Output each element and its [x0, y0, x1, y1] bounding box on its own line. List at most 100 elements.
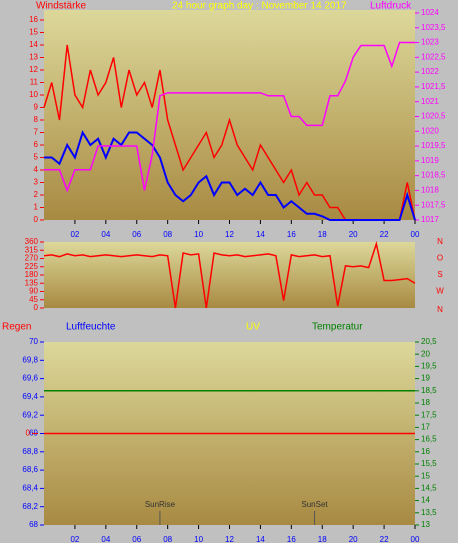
x-tick-label: 14	[256, 535, 265, 543]
y2-tick-label: 17	[421, 423, 430, 432]
y2-tick-label: 1021,5	[421, 82, 446, 91]
y-tick-label: 69,2	[22, 410, 38, 419]
x-tick-label: 00	[411, 535, 420, 543]
y-tick-label: 69,4	[22, 392, 38, 401]
y-tick-label: 68,4	[22, 484, 38, 493]
y-tick-label: 225	[25, 262, 39, 271]
x-tick-label: 14	[256, 230, 265, 239]
y2-tick-label: 1021	[421, 97, 439, 106]
x-tick-label: 22	[380, 230, 389, 239]
y2-tick-label: 1024	[421, 8, 439, 17]
y-tick-label: 68,8	[22, 447, 38, 456]
y-tick-label: 8	[34, 115, 39, 124]
wind-label: Windstärke	[36, 1, 86, 12]
y-tick-label: 14	[29, 40, 38, 49]
uv-label: UV	[246, 322, 260, 333]
y-tick-label: 360	[25, 237, 39, 246]
compass-label: W	[436, 287, 444, 296]
y2-tick-label: 1019,5	[421, 141, 446, 150]
y-tick-label: 68,2	[22, 502, 38, 511]
y-tick-label: 68	[29, 520, 38, 529]
y-tick-label: 9	[34, 103, 39, 112]
y2-tick-label: 20,5	[421, 337, 437, 346]
y2-tick-label: 1020,5	[421, 112, 446, 121]
y2-tick-label: 1023	[421, 38, 439, 47]
y-tick-label: 0	[34, 303, 39, 312]
y-tick-label: 180	[25, 270, 39, 279]
y-tick-label: 135	[25, 278, 39, 287]
compass-label: O	[437, 254, 443, 263]
y2-tick-label: 1022	[421, 67, 439, 76]
y2-tick-label: 18	[421, 398, 430, 407]
y3-tick-label: 0	[26, 429, 31, 438]
x-tick-label: 02	[70, 230, 79, 239]
y-tick-label: 68,6	[22, 465, 38, 474]
panel-direction	[44, 242, 415, 308]
x-tick-label: 04	[101, 535, 110, 543]
y-tick-label: 12	[29, 65, 38, 74]
panel-wind	[44, 10, 415, 220]
y2-tick-label: 1017,5	[421, 200, 446, 209]
x-tick-label: 12	[225, 230, 234, 239]
y-tick-label: 270	[25, 254, 39, 263]
y2-tick-label: 1022,5	[421, 52, 446, 61]
y2-tick-label: 19	[421, 374, 430, 383]
series-line	[44, 130, 416, 221]
y2-tick-label: 17,5	[421, 410, 437, 419]
y-tick-label: 11	[30, 78, 39, 87]
rain-label: Regen	[2, 322, 31, 333]
y2-tick-label: 1020	[421, 126, 439, 135]
y2-tick-label: 1018	[421, 186, 439, 195]
x-tick-label: 18	[318, 535, 327, 543]
y2-tick-label: 15	[421, 471, 430, 480]
x-tick-label: 22	[380, 535, 389, 543]
y-tick-label: 45	[29, 295, 38, 304]
y2-tick-label: 20	[421, 349, 430, 358]
y2-tick-label: 13,5	[421, 508, 437, 517]
y-tick-label: 69,6	[22, 374, 38, 383]
y2-tick-label: 1019	[421, 156, 439, 165]
x-tick-label: 06	[132, 535, 141, 543]
x-tick-label: 04	[101, 230, 110, 239]
chart-title: 24 hour graph day : November 14 2017	[172, 1, 347, 12]
y-tick-label: 90	[29, 287, 38, 296]
y-tick-label: 6	[34, 140, 39, 149]
y2-tick-label: 1017	[421, 215, 439, 224]
y-tick-label: 3	[34, 178, 39, 187]
y-tick-label: 315	[25, 245, 39, 254]
humidity-label: Luftfeuchte	[66, 322, 116, 333]
y-tick-label: 15	[29, 28, 38, 37]
y2-tick-label: 15,5	[421, 459, 437, 468]
x-tick-label: 06	[132, 230, 141, 239]
y2-tick-label: 1018,5	[421, 171, 446, 180]
y2-tick-label: 14	[421, 496, 430, 505]
y2-tick-label: 18,5	[421, 386, 437, 395]
x-tick-label: 10	[194, 535, 203, 543]
x-tick-label: 10	[194, 230, 203, 239]
y-tick-label: 13	[29, 53, 38, 62]
y2-tick-label: 13	[421, 520, 430, 529]
y-tick-label: 4	[34, 165, 39, 174]
annotation: SunRise	[145, 500, 176, 509]
y-tick-label: 10	[29, 90, 38, 99]
y2-tick-label: 16	[421, 447, 430, 456]
y2-tick-label: 16,5	[421, 435, 437, 444]
x-tick-label: 12	[225, 535, 234, 543]
compass-label: N	[437, 305, 443, 314]
x-tick-label: 02	[70, 535, 79, 543]
x-tick-label: 08	[163, 535, 172, 543]
y-tick-label: 70	[29, 337, 38, 346]
y-tick-label: 69,8	[22, 355, 38, 364]
x-tick-label: 16	[287, 535, 296, 543]
x-tick-label: 20	[349, 535, 358, 543]
x-tick-label: 18	[318, 230, 327, 239]
y-tick-label: 7	[34, 128, 39, 137]
compass-label: N	[437, 237, 443, 246]
y2-tick-label: 14,5	[421, 484, 437, 493]
x-tick-label: 08	[163, 230, 172, 239]
x-tick-label: 00	[411, 230, 420, 239]
y2-tick-label: 1023,5	[421, 23, 446, 32]
temperature-label: Temperatur	[312, 322, 363, 333]
y2-tick-label: 19,5	[421, 362, 437, 371]
